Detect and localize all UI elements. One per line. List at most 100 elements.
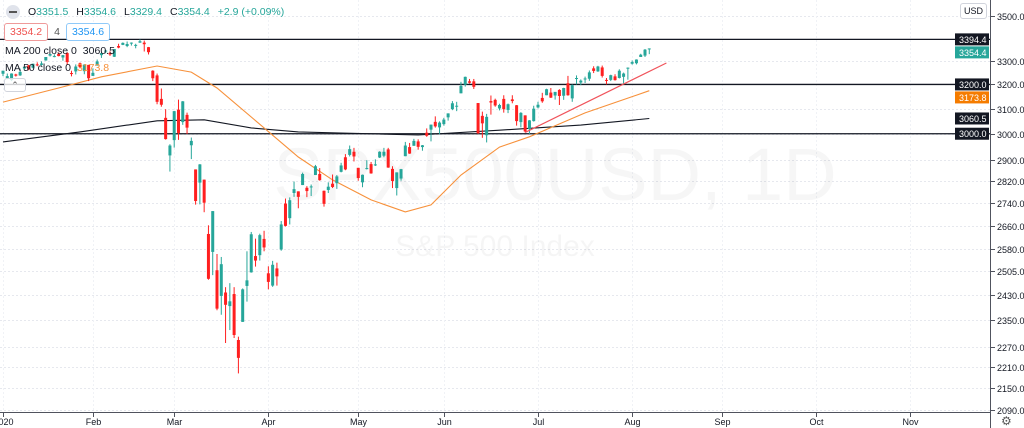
candle-body xyxy=(579,80,583,83)
candle xyxy=(506,103,510,114)
watermark: SPX500USD, 1D S&P 500 Index xyxy=(395,230,595,263)
candle xyxy=(189,137,193,160)
candle-body xyxy=(151,70,155,79)
candle xyxy=(313,164,317,176)
y-tick-label: 2660.0 xyxy=(997,222,1024,232)
candle xyxy=(476,103,480,134)
legend-ma200[interactable]: MA 200 close 0 3060.5 xyxy=(5,45,115,57)
candle xyxy=(348,145,352,157)
candle-body xyxy=(373,164,377,166)
candle-body xyxy=(10,73,14,81)
candle-body xyxy=(557,89,561,96)
candle-body xyxy=(378,151,382,158)
trend-line[interactable] xyxy=(524,62,667,133)
candle xyxy=(48,54,52,57)
candle-body xyxy=(87,64,91,79)
candle xyxy=(241,288,245,322)
candle-body xyxy=(65,53,69,63)
legend-ma50[interactable]: MA 50 close 0 3173.8 xyxy=(5,62,109,74)
candle-body xyxy=(613,76,617,81)
candle xyxy=(553,91,557,100)
candle-body xyxy=(318,173,322,181)
minus-icon[interactable] xyxy=(6,5,20,19)
candle-body xyxy=(587,72,591,79)
candle-body xyxy=(48,54,52,56)
price-axis[interactable] xyxy=(990,0,1024,428)
y-tick-label: 2820.0 xyxy=(997,177,1024,187)
candle xyxy=(155,73,159,105)
buy-button[interactable]: 3354.6 xyxy=(65,23,111,41)
candle-body xyxy=(40,63,44,65)
x-tick-label: Mar xyxy=(167,417,183,427)
candle-body xyxy=(61,55,65,58)
candle-body xyxy=(313,166,317,176)
candle xyxy=(395,172,399,196)
candle xyxy=(626,67,630,80)
candle xyxy=(176,99,180,140)
candle-body xyxy=(348,149,352,155)
candle xyxy=(78,62,82,69)
candle xyxy=(515,104,519,126)
candle-body xyxy=(506,104,510,110)
candle xyxy=(129,42,133,46)
candle-body xyxy=(455,105,459,107)
candle-body xyxy=(540,97,544,102)
sell-button[interactable]: 3354.2 xyxy=(4,23,49,41)
candle-body xyxy=(592,68,596,71)
candle-body xyxy=(228,301,232,307)
candle-body xyxy=(279,224,283,250)
price-label-bg xyxy=(955,46,989,59)
gear-icon[interactable]: ⚙ xyxy=(1001,414,1012,428)
trendline[interactable] xyxy=(524,62,667,133)
currency-button[interactable]: USD xyxy=(960,3,988,19)
candle xyxy=(224,287,228,344)
candle xyxy=(450,101,454,111)
candle xyxy=(35,62,39,67)
y-tick-label: 3200.0 xyxy=(997,80,1024,90)
candle-body xyxy=(639,54,643,57)
candle xyxy=(386,147,390,168)
candle-body xyxy=(155,75,159,102)
candle xyxy=(215,253,219,311)
candle-body xyxy=(502,98,506,110)
candle-body xyxy=(326,186,330,190)
candle xyxy=(545,88,549,96)
candle xyxy=(14,73,18,77)
candle-body xyxy=(206,233,210,279)
candle xyxy=(185,112,189,134)
candle xyxy=(172,110,176,148)
candle xyxy=(283,198,287,227)
candle-body xyxy=(134,44,138,46)
candle xyxy=(108,51,112,56)
candle-body xyxy=(395,172,399,189)
candle xyxy=(352,147,356,162)
candle xyxy=(399,168,403,181)
candle xyxy=(527,120,531,134)
price-label-text: 3000.0 xyxy=(959,129,987,139)
candle xyxy=(617,69,621,79)
x-tick-label: 2020 xyxy=(0,417,14,427)
close-value: 3354.4 xyxy=(177,6,210,18)
candle-body xyxy=(485,116,489,136)
candle-body xyxy=(189,140,193,146)
candle-body xyxy=(168,145,172,156)
y-tick-label: 2430.0 xyxy=(997,291,1024,301)
candle-body xyxy=(266,273,270,282)
candle xyxy=(356,167,360,181)
candle xyxy=(168,144,172,172)
candle xyxy=(318,168,322,181)
candle xyxy=(519,112,523,128)
candle-body xyxy=(583,78,587,80)
chevron-up-icon[interactable]: ⌃ xyxy=(4,78,26,92)
candle xyxy=(502,95,506,113)
candle xyxy=(600,65,604,78)
time-axis[interactable] xyxy=(0,412,990,428)
open-label: O xyxy=(28,6,37,18)
candle xyxy=(326,182,330,193)
candle xyxy=(301,172,305,186)
price-label: 3200.0 xyxy=(955,78,989,91)
candle-body xyxy=(202,179,206,203)
candle xyxy=(446,113,450,121)
candle xyxy=(309,184,313,197)
